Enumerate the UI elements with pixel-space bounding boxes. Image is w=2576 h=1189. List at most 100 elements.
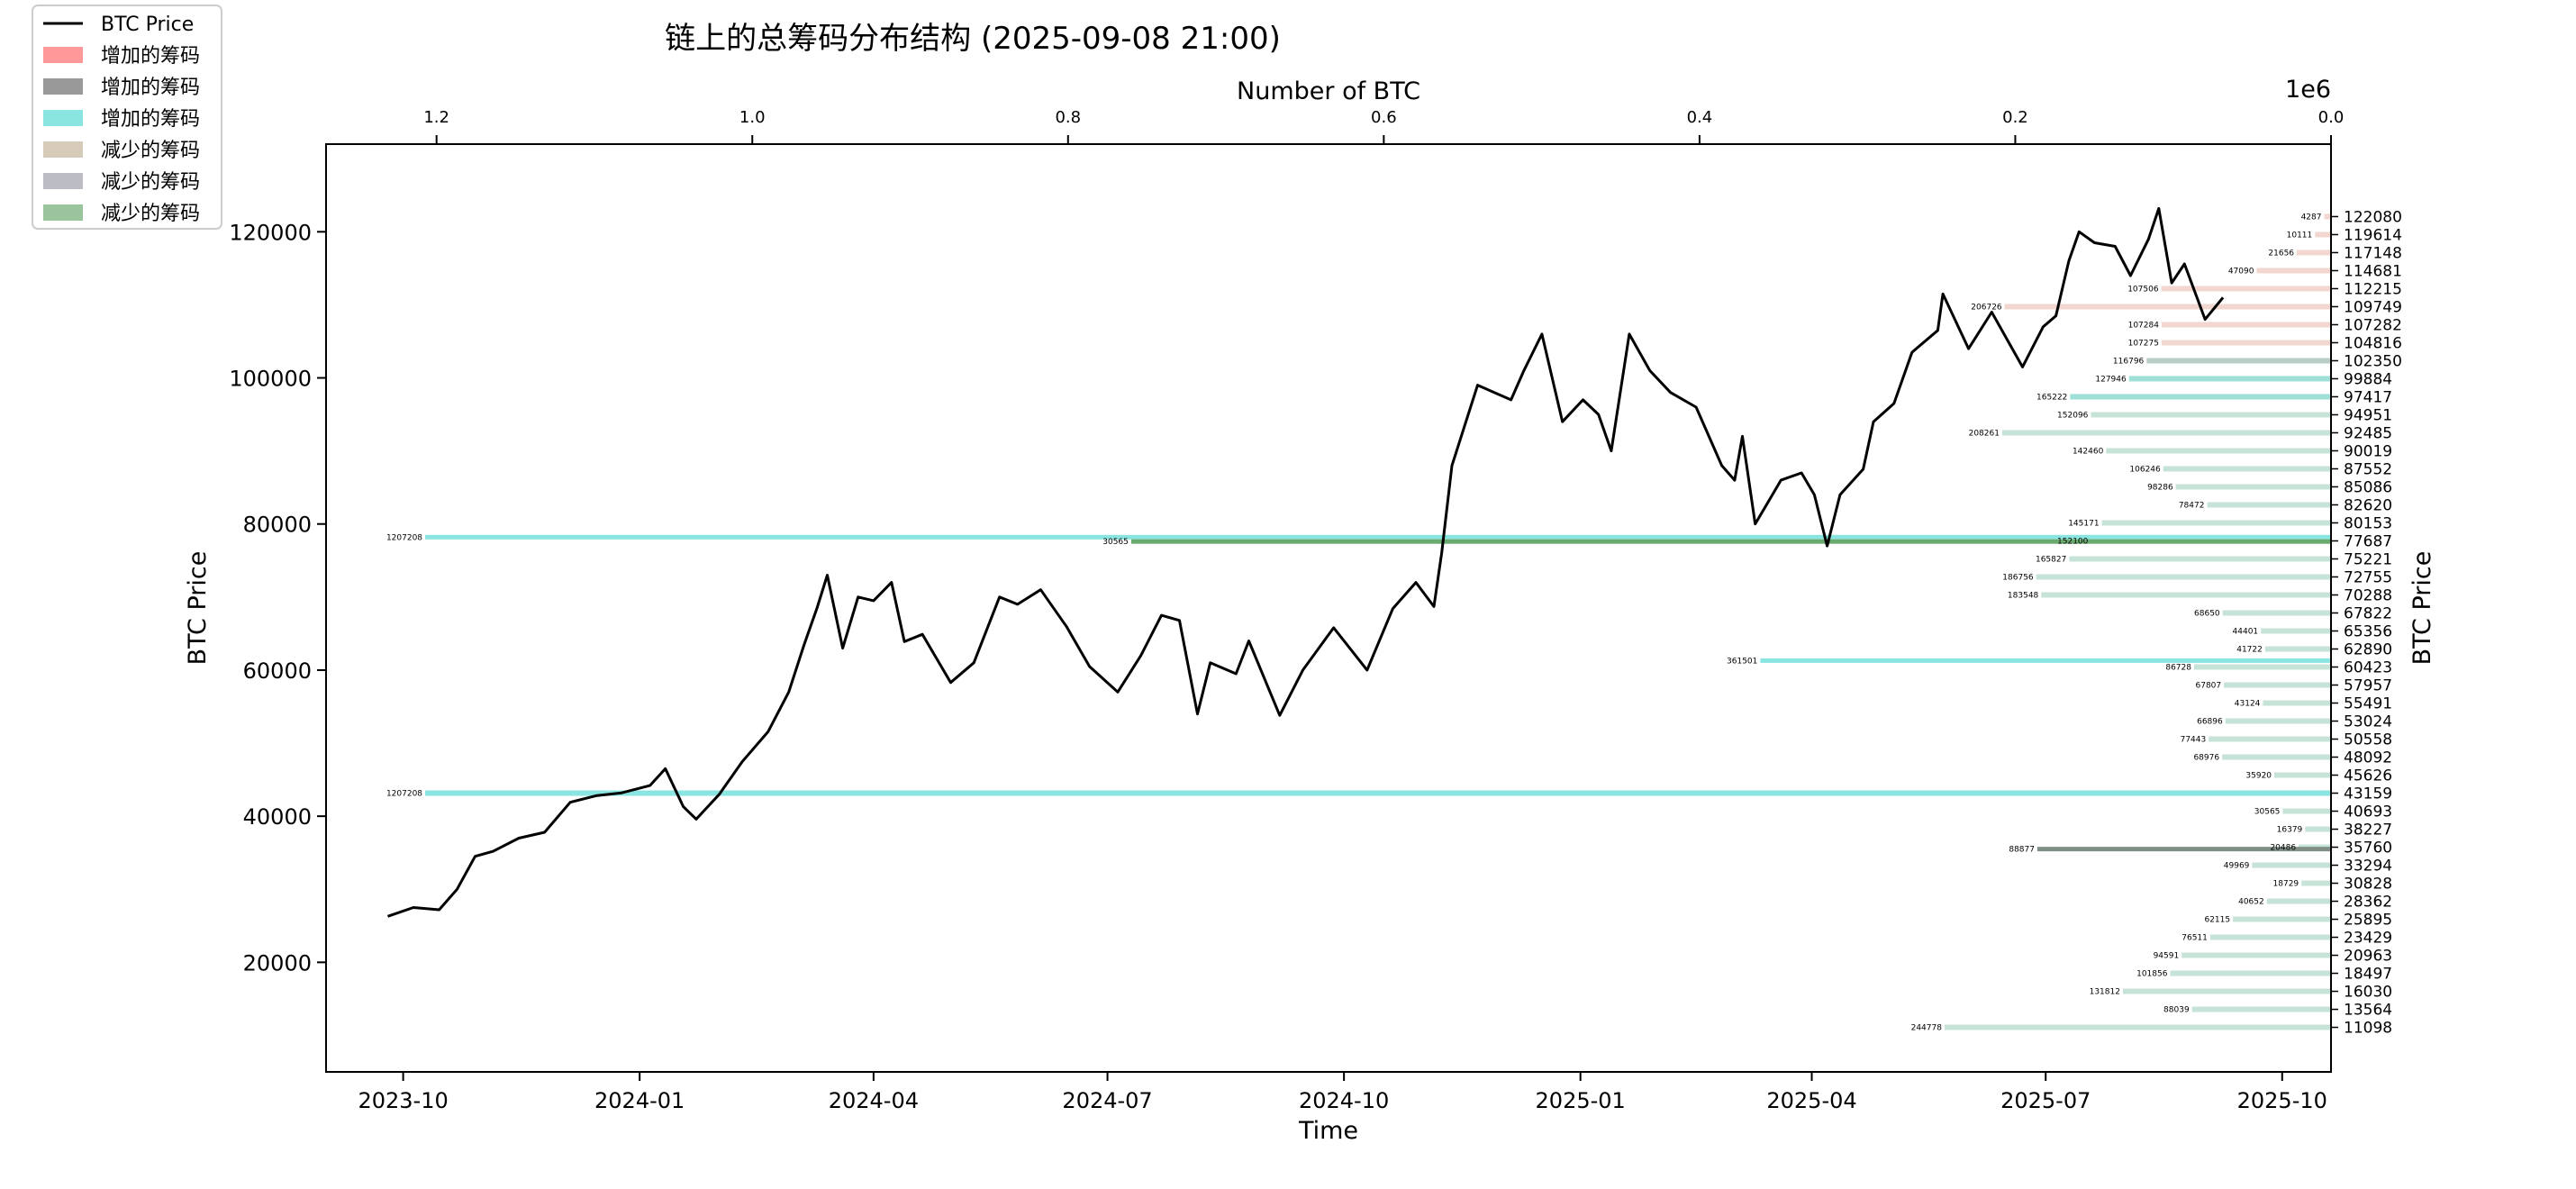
chip-bar-label: 244778 (1911, 1024, 1943, 1033)
chip-bar-label: 86728 (2165, 664, 2191, 673)
chip-bar (2193, 664, 2331, 670)
top-x-tick-label: 0.0 (2318, 108, 2345, 127)
right-y-tick-label: 30828 (2344, 876, 2392, 894)
right-y-tick-label: 75221 (2344, 550, 2392, 568)
x-tick-label: 2025-04 (1766, 1088, 1856, 1113)
chip-bar (2146, 358, 2331, 364)
chip-bar-label: 152100 (2057, 537, 2089, 546)
chip-bar-label: 165222 (2036, 393, 2067, 402)
chip-bar (2233, 916, 2331, 922)
right-y-tick-label: 109749 (2344, 298, 2402, 316)
chip-bar-label: 76511 (2181, 934, 2208, 943)
right-y-tick-label: 23429 (2344, 930, 2392, 948)
chip-bar (2261, 628, 2331, 634)
right-y-tick-label: 72755 (2344, 568, 2392, 586)
chip-bar (2207, 502, 2331, 508)
chip-bar-label: 49969 (2224, 862, 2250, 871)
top-x-axis-scale-label: 1e6 (2285, 76, 2331, 104)
chip-bar (2128, 376, 2331, 382)
chip-bar-label: 35920 (2245, 772, 2272, 781)
chip-bar-label: 20486 (2270, 844, 2296, 853)
right-y-tick-label: 53024 (2344, 713, 2392, 731)
chip-bar (2222, 610, 2331, 616)
chip-bar (2106, 448, 2331, 454)
right-y-tick-label: 67822 (2344, 604, 2392, 622)
chip-bar (2175, 484, 2331, 490)
chip-bar-label: 183548 (2008, 591, 2039, 600)
right-y-axis-label: BTC Price (2408, 551, 2436, 666)
right-y-tick-label: 25895 (2344, 912, 2392, 930)
chip-bar-label: 4287 (2301, 213, 2322, 222)
right-y-axis-ticks: 1220801196141171481146811122151097491072… (2331, 208, 2402, 1038)
right-y-tick-label: 40693 (2344, 803, 2392, 821)
chip-bar (2161, 286, 2331, 292)
chart-title: 链上的总筹码分布结构 (2025-09-08 21:00) (665, 21, 1281, 57)
chip-bar (2170, 970, 2331, 976)
chip-bar-label: 40652 (2238, 898, 2264, 907)
chip-bar-label: 1207208 (386, 533, 422, 542)
top-x-axis-label: Number of BTC (1237, 77, 1420, 105)
right-y-tick-label: 13564 (2344, 1002, 2392, 1020)
legend-entry-label: 增加的筹码 (101, 108, 200, 131)
right-y-tick-label: 18497 (2344, 966, 2392, 984)
legend-patch-swatch (43, 110, 83, 126)
right-y-tick-label: 11098 (2344, 1020, 2392, 1038)
legend-entry-label: 减少的筹码 (101, 203, 200, 225)
chip-bar (2041, 592, 2331, 598)
chip-bar (2252, 862, 2331, 868)
chip-bar-label: 1207208 (386, 790, 422, 799)
right-y-tick-label: 77687 (2344, 532, 2392, 550)
chip-bar (2181, 952, 2331, 958)
chip-bar-label: 127946 (2095, 375, 2127, 384)
chip-bar (425, 534, 2331, 540)
x-tick-label: 2023-10 (358, 1088, 448, 1113)
right-y-tick-label: 43159 (2344, 785, 2392, 803)
extra-chip-bars-layer (425, 534, 2331, 852)
chip-bar (2036, 847, 2331, 852)
chip-bars-layer (425, 213, 2331, 1030)
top-x-tick-label: 0.4 (1687, 108, 1713, 127)
right-y-tick-label: 16030 (2344, 984, 2392, 1002)
legend-entry-label: 减少的筹码 (101, 140, 200, 162)
right-y-tick-label: 107282 (2344, 316, 2402, 334)
right-y-tick-label: 55491 (2344, 695, 2392, 713)
chip-bar (2101, 520, 2331, 526)
right-y-tick-label: 104816 (2344, 334, 2402, 352)
chip-bar-label: 165827 (2036, 555, 2066, 564)
x-tick-label: 2024-01 (594, 1088, 685, 1113)
chip-bar-label: 68976 (2193, 754, 2219, 763)
btc-price-line (387, 206, 2225, 918)
chip-bar (2191, 1006, 2331, 1012)
chip-bar (2122, 988, 2331, 994)
chip-bar-label: 208261 (1969, 429, 2000, 438)
x-tick-label: 2025-01 (1536, 1088, 1626, 1113)
chip-bar-label: 41722 (2236, 645, 2263, 654)
right-y-tick-label: 33294 (2344, 858, 2392, 876)
legend-entry-label: 减少的筹码 (101, 171, 200, 194)
chip-bar (2069, 556, 2331, 562)
chip-bar-label: 62115 (2204, 916, 2230, 925)
right-y-tick-label: 35760 (2344, 840, 2392, 858)
chip-bar-label: 43124 (2235, 700, 2261, 709)
chip-bar (2282, 808, 2331, 814)
chip-bar (2209, 934, 2331, 940)
y-tick-label: 60000 (243, 658, 312, 684)
right-y-tick-label: 82620 (2344, 496, 2392, 514)
chip-bar (2001, 430, 2331, 436)
chip-bar (2070, 394, 2331, 400)
chip-bar-label: 361501 (1727, 657, 1757, 666)
right-y-tick-label: 57957 (2344, 677, 2392, 695)
chip-bar-label: 18729 (2273, 880, 2299, 889)
chip-bar (2004, 304, 2331, 310)
right-y-tick-label: 48092 (2344, 749, 2392, 767)
chip-bar (2274, 772, 2331, 778)
chip-bar (2264, 646, 2331, 652)
chip-bar (2324, 213, 2331, 220)
chip-bar-label: 107284 (2128, 321, 2160, 330)
right-y-tick-label: 114681 (2344, 262, 2402, 280)
chip-bar (2209, 736, 2331, 742)
y-axis-label: BTC Price (184, 551, 212, 666)
top-x-tick-label: 0.6 (1371, 108, 1397, 127)
legend-entry-label: BTC Price (101, 14, 194, 36)
